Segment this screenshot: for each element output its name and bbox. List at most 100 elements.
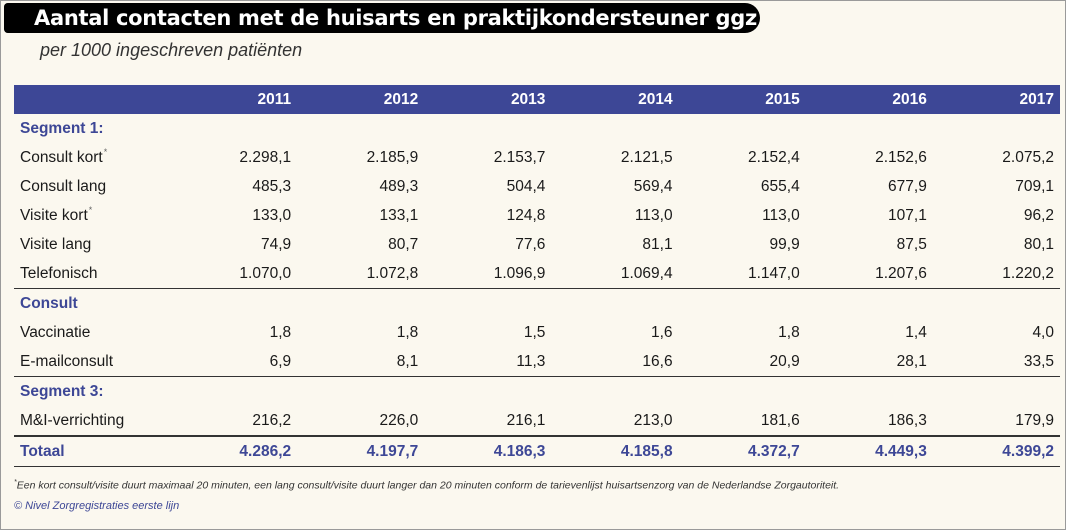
value-cell: 80,7 <box>388 235 419 253</box>
value-cell: 186,3 <box>888 411 927 429</box>
value-cell: 124,8 <box>506 206 546 224</box>
row-label: Vaccinatie <box>20 323 91 341</box>
value-cell: 133,0 <box>252 206 292 224</box>
total-label: Totaal <box>14 435 170 467</box>
page-title: Aantal contacten met de huisarts en prak… <box>4 3 760 33</box>
total-value-cell: 4.399,2 <box>932 435 1060 467</box>
value-cell: 677,9 <box>888 177 927 195</box>
row-label: M&I-verrichting <box>20 411 125 429</box>
row-label-cell: E-mailconsult <box>14 347 170 377</box>
value-cell: 2.152,4 <box>747 148 800 166</box>
value-cell: 1.147,0 <box>747 264 800 282</box>
section-row: Segment 3: <box>14 376 1060 406</box>
value-cell: 709,1 <box>1015 177 1054 195</box>
footnote-mark: * <box>14 479 17 486</box>
total-value-cell: 4.186,3 <box>424 435 552 467</box>
value-cell: 87,5 <box>896 235 927 253</box>
year-header: 2011 <box>170 85 298 114</box>
value-cell: 489,3 <box>379 177 419 195</box>
row-label: E-mailconsult <box>20 352 114 370</box>
table-header-label <box>14 85 170 114</box>
value-cell: 655,4 <box>760 177 800 195</box>
value-cell: 81,1 <box>642 235 673 253</box>
value-cell: 1.096,9 <box>493 264 546 282</box>
total-row: Totaal 4.286,2 4.197,7 4.186,3 4.185,8 4.372,… <box>14 435 1060 467</box>
value-cell: 181,6 <box>760 411 800 429</box>
section-label: Consult <box>14 288 1060 318</box>
value-cell: 107,1 <box>888 206 927 224</box>
value-cell: 1.207,6 <box>875 264 927 282</box>
value-cell: 28,1 <box>896 352 927 370</box>
row-label-cell: Telefonisch <box>14 259 170 289</box>
value-cell: 1,8 <box>778 323 800 341</box>
value-cell: 1.220,2 <box>1002 264 1054 282</box>
section-label: Segment 1: <box>20 119 104 137</box>
row-label: Visite lang <box>20 235 92 253</box>
value-cell: 216,1 <box>506 411 546 429</box>
row-label-cell: M&I-verrichting <box>14 406 170 436</box>
value-cell: 6,9 <box>269 352 292 370</box>
value-cell: 226,0 <box>379 411 419 429</box>
value-cell: 1,5 <box>523 323 546 341</box>
value-cell: 1.069,4 <box>620 264 673 282</box>
value-cell: 113,0 <box>762 206 800 224</box>
value-cell: 80,1 <box>1023 235 1054 253</box>
value-cell: 1,6 <box>651 323 673 341</box>
year-header: 2012 <box>297 85 425 114</box>
section-label: Segment 3: <box>14 376 1060 406</box>
value-cell: 2.298,1 <box>239 148 292 166</box>
value-cell: 179,9 <box>1015 411 1054 429</box>
section-row: Consult <box>14 288 1060 318</box>
value-cell: 99,9 <box>769 235 800 253</box>
row-label-cell: Consult kort* <box>14 143 170 172</box>
section-row: Segment 1: <box>14 114 1060 143</box>
year-header: 2015 <box>678 85 806 114</box>
value-cell: 1,8 <box>269 323 292 341</box>
value-cell: 8,1 <box>396 352 419 370</box>
value-cell: 216,2 <box>252 411 292 429</box>
table-row: Telefonisch 1.070,0 1.072,8 1.096,9 1.069,4 1… <box>14 259 1060 289</box>
value-cell: 504,4 <box>506 177 546 195</box>
year-header: 2017 <box>932 85 1060 114</box>
value-cell: 74,9 <box>260 235 292 253</box>
footnote: *Een kort consult/visite duurt maximaal … <box>14 479 839 492</box>
table-row: Visite kort* 133,0 133,1 124,8 113,0 113,0 107… <box>14 201 1060 230</box>
value-cell: 569,4 <box>633 177 673 195</box>
year-header: 2013 <box>424 85 552 114</box>
value-cell: 20,9 <box>769 352 800 370</box>
row-label-cell: Consult lang <box>14 172 170 201</box>
footnote-marker: * <box>103 146 108 157</box>
value-cell: 1.070,0 <box>239 264 292 282</box>
row-label: Consult lang <box>20 177 107 195</box>
row-label-cell: Vaccinatie <box>14 318 170 347</box>
value-cell: 16,6 <box>642 352 673 370</box>
value-cell: 2.153,7 <box>493 148 546 166</box>
table-row: Consult lang 485,3 489,3 504,4 569,4 655,4 677… <box>14 172 1060 201</box>
total-value-cell: 4.372,7 <box>678 435 806 467</box>
footnote-marker: * <box>88 204 93 215</box>
value-cell: 2.121,5 <box>620 148 673 166</box>
value-cell: 1,8 <box>396 323 419 341</box>
footnote-text: Een kort consult/visite duurt maximaal 2… <box>16 479 840 492</box>
page-subtitle: per 1000 ingeschreven patiënten <box>40 40 303 60</box>
row-label: Consult kort <box>20 148 103 166</box>
table-row: E-mailconsult 6,9 8,1 11,3 16,6 20,9 28,1 33,5 <box>14 347 1060 377</box>
table-row: Visite lang 74,9 80,7 77,6 81,1 99,9 87,5 80,1 <box>14 230 1060 259</box>
table-row: Vaccinatie 1,8 1,8 1,5 1,6 1,8 1,4 4,0 <box>14 318 1060 347</box>
table-body: Segment 1: Consult kort* 2.298,1 2.185,9 2.1… <box>14 114 1060 467</box>
value-cell: 96,2 <box>1023 206 1054 224</box>
contacts-table: 2011 2012 2013 2014 2015 2016 2017 Segment 1: C… <box>14 85 1060 467</box>
total-value-cell: 4.185,8 <box>551 435 679 467</box>
value-cell: 113,0 <box>634 206 673 224</box>
value-cell: 485,3 <box>252 177 292 195</box>
total-value-cell: 4.197,7 <box>297 435 425 467</box>
row-label-cell: Visite kort* <box>14 201 170 230</box>
value-cell: 133,1 <box>379 206 419 224</box>
value-cell: 1.072,8 <box>366 264 419 282</box>
value-cell: 213,0 <box>633 411 673 429</box>
table-row: Consult kort* 2.298,1 2.185,9 2.153,7 2.121,… <box>14 143 1060 172</box>
table-header-row: 2011 2012 2013 2014 2015 2016 2017 <box>14 85 1060 114</box>
row-label: Telefonisch <box>20 264 98 282</box>
total-value-cell: 4.449,3 <box>805 435 933 467</box>
table-row: M&I-verrichting 216,2 226,0 216,1 213,0 181,6… <box>14 406 1060 436</box>
